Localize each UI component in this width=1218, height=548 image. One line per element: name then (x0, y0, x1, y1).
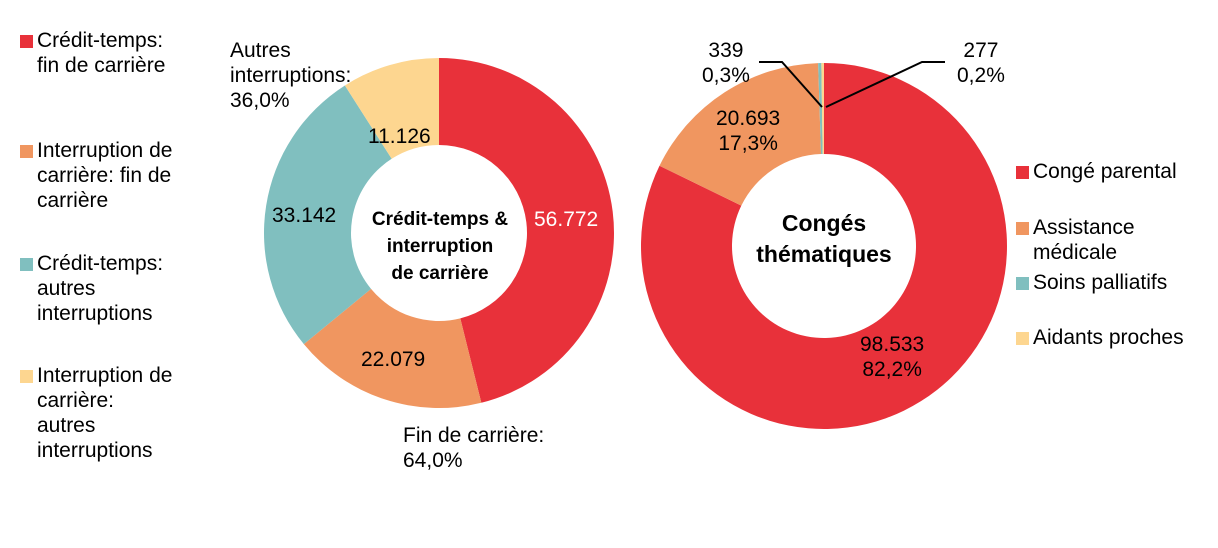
slice-label-aidants-proches: 277 0,2% (957, 39, 1005, 87)
donut-slice (344, 57, 439, 159)
legend-swatch-yellow (20, 370, 33, 383)
legend-label: Congé parental (1033, 160, 1177, 183)
legend-label: Crédit-temps: autres interruptions (37, 252, 164, 325)
leader-lines (759, 61, 945, 108)
donut-slice (303, 288, 482, 408)
legend-label: Crédit-temps: fin de carrière (37, 29, 166, 77)
slice-label-conge-parental: 98.533 82,2% (860, 333, 925, 381)
legend-swatch-teal (1016, 277, 1029, 290)
slice-label-soins-palliatifs: 339 0,3% (702, 39, 750, 87)
legend-swatch-red (1016, 166, 1029, 179)
leader-line-soins-palliatifs (759, 61, 823, 108)
legend-label: Interruption de carrière: autres interru… (37, 364, 173, 462)
slice-label-credit-autres: 33.142 (272, 204, 337, 227)
slice-label-credit-fin: 56.772 (534, 208, 599, 231)
donut-slice (439, 58, 614, 403)
donut-slice (818, 63, 823, 155)
donut-slice (659, 63, 822, 206)
donut-slice (263, 85, 392, 345)
legend-swatch-orange (20, 145, 33, 158)
legend-label: Assistance médicale (1033, 216, 1135, 264)
slice-label-assistance-medicale: 20.693 17,3% (716, 107, 781, 155)
annotation-fin-de-carriere: Fin de carrière: 64,0% (403, 424, 545, 472)
legend-label: Aidants proches (1033, 326, 1184, 349)
legend-swatch-teal (20, 258, 33, 271)
legend-swatch-orange (1016, 222, 1029, 235)
donut-slice (821, 63, 824, 155)
donut-credit-temps (263, 57, 614, 408)
legend-label: Soins palliatifs (1033, 271, 1168, 294)
donut-conges-thematiques (641, 63, 1007, 430)
leader-line-aidants-proches (825, 61, 945, 108)
legend-swatch-yellow (1016, 332, 1029, 345)
donut-slice (641, 63, 1007, 430)
slice-label-interruption-fin: 22.079 (361, 348, 426, 371)
legend-swatch-red (20, 35, 33, 48)
center-title-conges-thematiques: Congés thématiques (756, 210, 892, 267)
slice-label-interruption-autres: 11.126 (368, 125, 431, 148)
center-title-credit-temps: Crédit-temps & interruption de carrière (371, 209, 509, 284)
annotation-autres-interruptions: Autres interruptions: 36,0% (230, 39, 352, 112)
legend-label: Interruption de carrière: fin de carrièr… (37, 139, 173, 212)
